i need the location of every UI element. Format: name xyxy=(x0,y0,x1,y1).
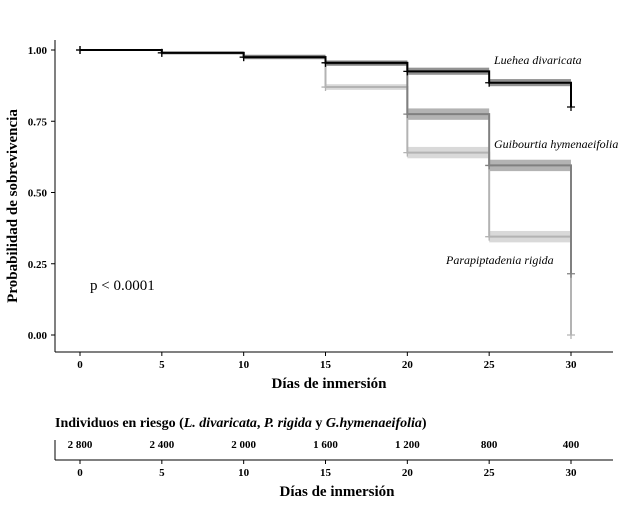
risk-count: 1 200 xyxy=(395,439,420,451)
censor-mark-guibourtia xyxy=(485,161,494,170)
x-tick-label: 5 xyxy=(159,359,165,371)
risk-table: 2 800 0 2 400 5 2 000 10 1 600 15 1 200 20 800 25 40… xyxy=(68,439,580,479)
risk-count: 2 400 xyxy=(149,439,174,451)
x-tick-label: 20 xyxy=(402,359,414,371)
series-label-luehea: Luehea divaricata xyxy=(493,53,582,67)
censor-mark-luehea xyxy=(321,58,330,67)
censor-mark-luehea xyxy=(485,78,494,87)
x-tick-label: 0 xyxy=(77,359,83,371)
risk-x-tick-label: 30 xyxy=(566,467,578,479)
risk-count: 2 800 xyxy=(68,439,93,451)
censor-mark-parapiptadenia xyxy=(567,331,575,339)
censor-mark-parapiptadenia xyxy=(485,232,494,241)
axis-ticks: 0.00 0.25 0.50 0.75 1.00 0 5 10 15 20 25 30 xyxy=(28,45,577,371)
risk-count: 800 xyxy=(481,439,498,451)
series-label-parapiptadenia: Parapiptadenia rigida xyxy=(445,253,554,267)
risk-table-title: Individuos en riesgo (L. divaricata, P. … xyxy=(55,416,427,431)
censor-mark-luehea xyxy=(567,103,575,111)
y-tick-label: 0.50 xyxy=(28,188,48,200)
x-tick-label: 10 xyxy=(238,359,250,371)
censor-mark-luehea xyxy=(403,67,412,76)
series-label-guibourtia: Guibourtia hymenaeifolia xyxy=(494,137,618,151)
x-tick-label: 15 xyxy=(320,359,332,371)
censor-mark-guibourtia xyxy=(567,269,575,278)
risk-x-tick-label: 25 xyxy=(484,467,496,479)
risk-x-tick-label: 15 xyxy=(320,467,332,479)
risk-count: 2 000 xyxy=(231,439,256,451)
y-tick-label: 0.75 xyxy=(28,116,48,128)
y-tick-label: 1.00 xyxy=(28,45,48,57)
y-tick-label: 0.00 xyxy=(28,330,48,342)
x-tick-label: 30 xyxy=(566,359,578,371)
censor-mark-guibourtia xyxy=(403,110,412,119)
risk-table-x-axis-title: Días de inmersión xyxy=(279,484,395,500)
risk-count: 400 xyxy=(563,439,580,451)
risk-x-tick-label: 0 xyxy=(77,467,83,479)
censor-mark-luehea xyxy=(239,53,248,62)
risk-x-tick-label: 5 xyxy=(159,467,165,479)
censor-mark-parapiptadenia xyxy=(403,148,412,157)
survival-curves xyxy=(76,46,575,339)
censor-mark-parapiptadenia xyxy=(321,83,330,92)
x-tick-label: 25 xyxy=(484,359,496,371)
x-axis-title: Días de inmersión xyxy=(271,376,387,392)
risk-x-tick-label: 10 xyxy=(238,467,250,479)
censor-mark-luehea xyxy=(76,46,84,54)
risk-x-tick-label: 20 xyxy=(402,467,414,479)
y-tick-label: 0.25 xyxy=(28,259,48,271)
p-value: p < 0.0001 xyxy=(90,278,155,294)
y-axis-title: Probabilidad de sobrevivencia xyxy=(5,109,21,303)
risk-count: 1 600 xyxy=(313,439,338,451)
censor-mark-luehea xyxy=(157,48,166,57)
